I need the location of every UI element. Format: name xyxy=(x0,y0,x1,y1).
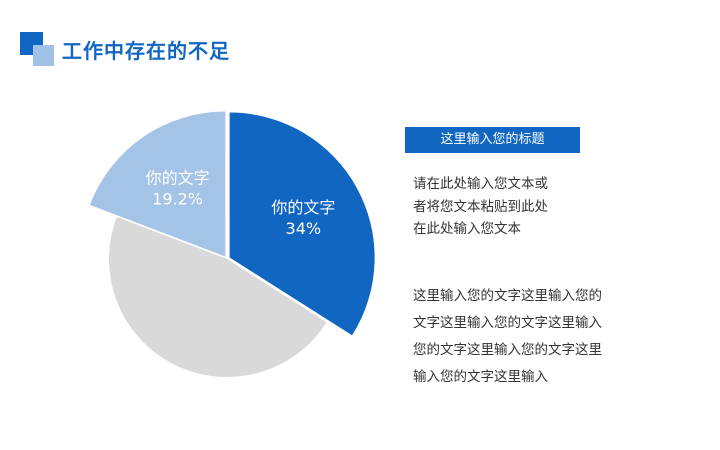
slice-value-label: 19.2% xyxy=(152,189,203,208)
body-line: 输入您的文字这里输入 xyxy=(413,369,548,385)
panel-description: 请在此处输入您文本或 者将您文本粘贴到此处 在此处输入您文本 xyxy=(413,173,548,241)
pie-slice xyxy=(108,216,327,378)
slice-label: 你的文字 xyxy=(271,198,335,217)
body-line: 文字这里输入您的文字这里输入 xyxy=(413,315,602,331)
slice-value-label: 34% xyxy=(286,219,322,238)
page-title: 工作中存在的不足 xyxy=(62,39,230,63)
body-line: 您的文字这里输入您的文字这里 xyxy=(413,342,602,358)
description-line: 请在此处输入您文本或 xyxy=(413,176,548,192)
slice-label: 你的文字 xyxy=(146,168,210,187)
body-line: 这里输入您的文字这里输入您的 xyxy=(413,288,602,304)
panel-body-text: 这里输入您的文字这里输入您的 文字这里输入您的文字这里输入 您的文字这里输入您的… xyxy=(413,283,602,391)
description-line: 者将您文本粘贴到此处 xyxy=(413,198,548,215)
header-square-light xyxy=(33,45,54,66)
header-squares-icon xyxy=(20,32,54,66)
pie-slice xyxy=(229,112,375,336)
description-line: 在此处输入您文本 xyxy=(413,221,521,237)
panel-subtitle: 这里输入您的标题 xyxy=(405,127,580,153)
pie-slice xyxy=(89,111,226,257)
